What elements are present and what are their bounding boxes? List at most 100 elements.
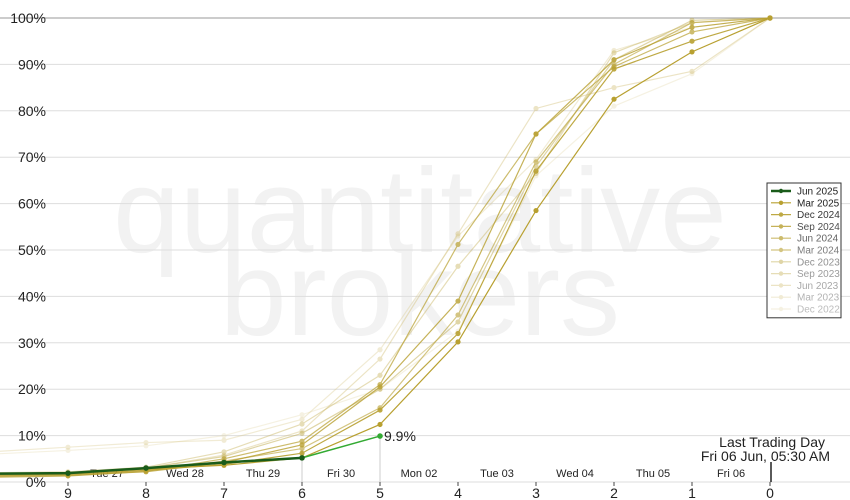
legend-item: Mar 2023 <box>771 293 840 304</box>
legend-swatch-dot <box>778 259 784 264</box>
legend-label: Dec 2023 <box>797 257 840 268</box>
x-axis: 9 8 7 6 5 4 3 2 1 0 <box>64 482 774 500</box>
legend-label: Sep 2024 <box>797 222 840 233</box>
x-tick-label: 1 <box>688 485 696 500</box>
annotation-line-2: Fri 06 Jun, 05:30 AM <box>701 448 830 464</box>
data-point <box>611 47 617 54</box>
data-point <box>611 66 617 72</box>
data-point <box>689 68 695 74</box>
legend-swatch-dot <box>778 188 784 194</box>
y-tick-label: 0% <box>26 474 46 490</box>
data-point <box>533 207 539 214</box>
data-point <box>455 319 461 325</box>
legend-label: Dec 2022 <box>797 305 840 316</box>
data-point <box>767 15 773 21</box>
legend-label: Mar 2023 <box>797 293 840 304</box>
legend-swatch-dot <box>778 283 784 288</box>
legend-label: Jun 2024 <box>797 234 839 245</box>
data-point <box>611 85 617 91</box>
data-point <box>299 421 305 427</box>
last-trading-day-annotation: Last Trading Day Fri 06 Jun, 05:30 AM <box>701 434 830 464</box>
data-point <box>377 347 383 353</box>
data-point <box>455 339 461 345</box>
data-point <box>455 231 461 237</box>
legend-swatch-dot <box>778 224 784 229</box>
day-label: Thu 05 <box>636 468 670 480</box>
data-point <box>299 430 305 436</box>
legend-item: Mar 2025 <box>771 198 840 209</box>
y-tick-label: 70% <box>18 149 46 165</box>
legend-item: Jun 2023 <box>771 281 839 292</box>
data-point <box>299 450 305 456</box>
data-point <box>299 416 305 422</box>
watermark-line-2: brokers <box>220 227 620 361</box>
data-point <box>455 330 461 337</box>
legend-swatch-dot <box>778 247 784 253</box>
data-point <box>221 437 227 443</box>
x-tick-label: 7 <box>220 485 228 500</box>
legend-item: Jun 2024 <box>771 234 839 245</box>
data-point <box>377 372 383 378</box>
current-data-point <box>221 459 227 466</box>
legend-label: Jun 2025 <box>797 187 839 198</box>
data-point <box>533 168 539 174</box>
data-point <box>221 449 227 455</box>
current-series-last-segment <box>301 435 381 459</box>
current-value-label: 9.9% <box>384 428 416 444</box>
y-tick-label: 20% <box>18 381 46 397</box>
data-point <box>299 412 305 418</box>
data-point <box>689 71 695 77</box>
data-point <box>299 442 305 448</box>
current-data-point <box>143 465 149 471</box>
data-point <box>299 445 305 452</box>
day-labels: Tue 27 Wed 28 Thu 29 Fri 30 Mon 02 Tue 03 Wed … <box>90 468 745 480</box>
y-tick-label: 40% <box>18 288 46 304</box>
legend-item: Jun 2025 <box>771 187 839 198</box>
data-point <box>377 421 383 428</box>
watermark: quantitative brokers <box>113 144 727 361</box>
data-point <box>533 131 539 137</box>
data-point <box>299 438 305 444</box>
annotation-line-1: Last Trading Day <box>719 434 825 450</box>
data-point <box>689 38 695 44</box>
data-point <box>611 50 617 56</box>
current-series-layer: 9.9% <box>0 428 416 476</box>
data-point <box>455 263 461 269</box>
data-point <box>455 312 461 318</box>
legend-label: Jun 2023 <box>797 281 839 292</box>
data-point <box>143 439 149 446</box>
legend-swatch-dot <box>778 271 784 276</box>
legend-item: Dec 2024 <box>771 210 840 221</box>
data-point <box>533 159 539 165</box>
data-point <box>533 105 539 112</box>
legend-label: Mar 2024 <box>797 246 840 257</box>
legend-swatch-dot <box>778 212 784 217</box>
day-label: Thu 29 <box>246 468 280 480</box>
x-tick-label: 3 <box>532 485 540 500</box>
series-line <box>0 17 771 452</box>
day-label: Wed 28 <box>166 468 204 480</box>
data-point <box>65 444 71 450</box>
x-tick-label: 5 <box>376 485 384 500</box>
data-point <box>455 241 461 248</box>
data-point <box>377 407 383 413</box>
y-tick-label: 100% <box>10 10 46 26</box>
legend-swatch-dot <box>778 236 784 241</box>
day-label: Wed 04 <box>556 468 594 480</box>
day-label: Tue 03 <box>480 468 514 480</box>
data-point <box>143 443 149 449</box>
x-tick-label: 9 <box>64 485 72 500</box>
watermark-line-1: quantitative <box>113 144 727 278</box>
x-tick-label: 8 <box>142 485 150 500</box>
legend-item: Sep 2024 <box>771 222 840 233</box>
current-data-point <box>299 455 305 461</box>
data-point <box>377 356 383 362</box>
data-point <box>377 384 383 390</box>
y-tick-label: 80% <box>18 103 46 119</box>
data-point <box>689 29 695 35</box>
y-axis: 0% 10% 20% 30% 40% 50% 60% 70% 80% 90% 100% <box>10 10 46 490</box>
legend-item: Dec 2023 <box>771 257 840 268</box>
data-point <box>611 96 617 102</box>
legend-item: Sep 2023 <box>771 269 840 280</box>
